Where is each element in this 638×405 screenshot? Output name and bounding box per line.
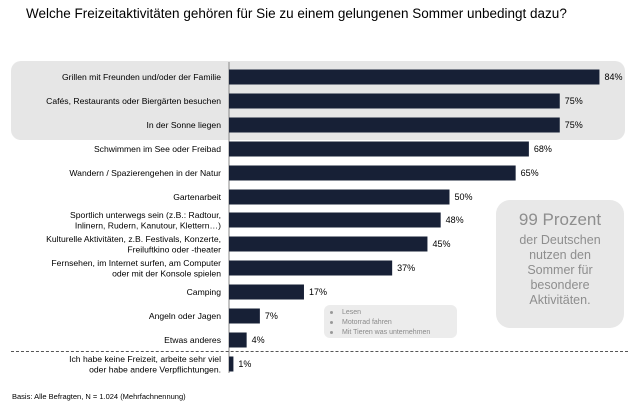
value-label: 37%: [397, 263, 415, 273]
category-label: Freiluftkino oder -theater: [127, 244, 221, 254]
stat-callout: 99 Prozent der Deutschen nutzen den Somm…: [496, 200, 624, 328]
value-label: 84%: [604, 72, 622, 82]
bar: [229, 69, 600, 85]
category-label: Gartenarbeit: [173, 192, 221, 202]
bar: [229, 236, 428, 252]
bar: [229, 332, 247, 348]
bullet-icon: [330, 310, 333, 314]
note-item-label: Mit Tieren was unternehmen: [342, 328, 431, 336]
category-label: oder habe andere Verpflichtungen.: [89, 364, 221, 374]
footnote: Basis: Alle Befragten, N = 1.024 (Mehrfa…: [12, 392, 186, 401]
value-label: 75%: [565, 96, 583, 106]
note-item: Motorrad fahren: [324, 317, 457, 327]
category-label: Ich habe keine Freizeit, arbeite sehr vi…: [69, 354, 221, 364]
note-item-label: Motorrad fahren: [342, 318, 392, 326]
divider: [11, 351, 628, 352]
bar: [229, 356, 234, 372]
chart-title: Welche Freizeitaktivitäten gehören für S…: [26, 6, 567, 21]
value-label: 1%: [238, 359, 251, 369]
category-label: Grillen mit Freunden und/oder der Famili…: [62, 72, 221, 82]
bar: [229, 260, 393, 276]
note-item-label: Lesen: [342, 308, 362, 316]
category-label: oder mit der Konsole spielen: [112, 268, 221, 278]
bar: [229, 141, 529, 157]
value-label: 45%: [432, 239, 450, 249]
note-item: Lesen: [324, 307, 457, 317]
value-label: 7%: [265, 311, 278, 321]
value-label: 68%: [534, 144, 552, 154]
value-label: 48%: [446, 215, 464, 225]
category-label: Schwimmen im See oder Freibad: [94, 144, 221, 154]
value-label: 50%: [455, 192, 473, 202]
value-label: 4%: [252, 335, 265, 345]
stat-body: der Deutschen nutzen den Sommer für beso…: [519, 233, 601, 307]
bullet-icon: [330, 320, 333, 324]
value-label: 65%: [521, 168, 539, 178]
note-item: Mit Tieren was unternehmen: [324, 327, 457, 337]
category-label: Angeln oder Jagen: [149, 311, 221, 321]
bullet-icon: [330, 330, 333, 334]
category-label: In der Sonne liegen: [146, 120, 221, 130]
value-label: 75%: [565, 120, 583, 130]
bar: [229, 212, 441, 228]
category-label: Inlinern, Rudern, Kanutour, Klettern…): [75, 220, 221, 230]
stat-headline: 99 Prozent: [518, 210, 602, 229]
category-label: Cafés, Restaurants oder Biergärten besuc…: [46, 96, 221, 106]
bar: [229, 284, 304, 300]
bar: [229, 117, 560, 133]
category-label: Camping: [187, 287, 222, 297]
category-label: Kulturelle Aktivitäten, z.B. Festivals, …: [46, 234, 221, 244]
value-label: 17%: [309, 287, 327, 297]
bar: [229, 308, 260, 324]
category-label: Sportlich unterwegs sein (z.B.: Radtour,: [70, 210, 221, 220]
bar: [229, 189, 450, 205]
category-label: Fernsehen, im Internet surfen, am Comput…: [51, 258, 221, 268]
other-answers-note: Lesen Motorrad fahren Mit Tieren was unt…: [324, 305, 457, 338]
bar: [229, 93, 560, 109]
category-label: Wandern / Spazierengehen in der Natur: [69, 168, 221, 178]
bar: [229, 165, 516, 181]
category-label: Etwas anderes: [164, 335, 221, 345]
